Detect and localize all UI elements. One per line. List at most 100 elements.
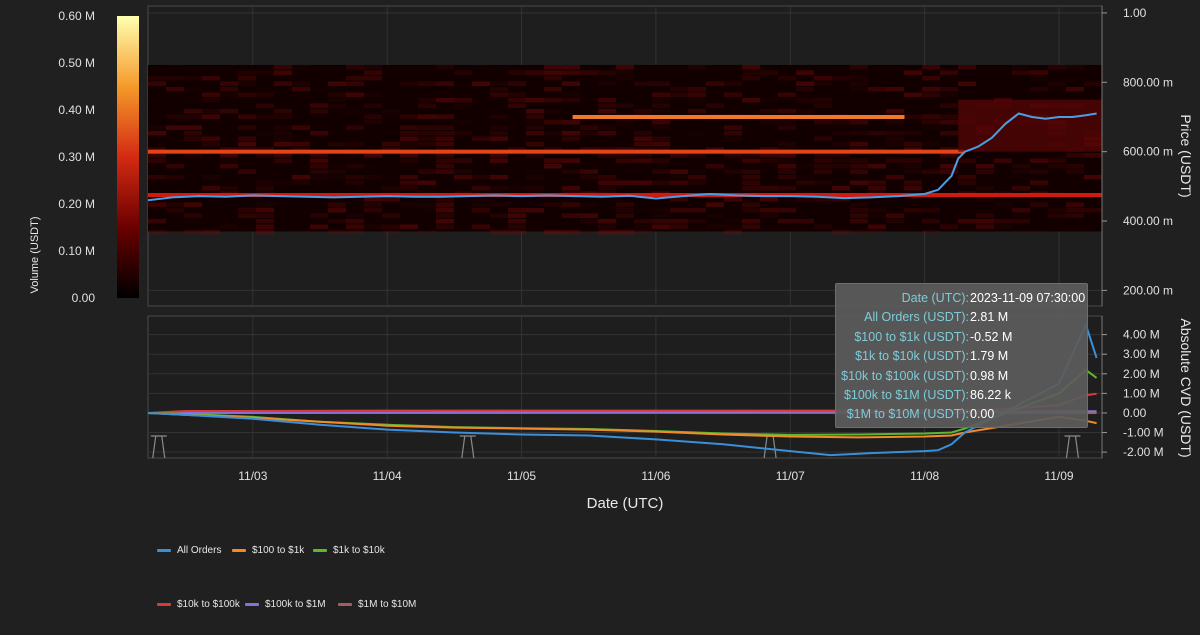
heatmap-cell	[850, 202, 868, 207]
heatmap-cell	[418, 130, 436, 136]
heatmap-cell	[364, 70, 382, 75]
heatmap-cell	[328, 207, 346, 213]
heatmap-cell	[202, 136, 220, 141]
heatmap-cell	[220, 108, 238, 114]
heatmap-cell	[544, 158, 562, 163]
heatmap-cell	[436, 81, 454, 86]
heatmap-cell	[310, 152, 328, 158]
heatmap-cell	[904, 141, 922, 147]
tooltip-label: $10k to $100k (USDT):	[841, 368, 969, 383]
heatmap-cell	[400, 158, 418, 163]
heatmap-cell	[274, 130, 292, 136]
heatmap-cell	[1012, 64, 1030, 70]
heatmap-cell	[1030, 180, 1048, 185]
heatmap-cell	[616, 70, 634, 75]
heatmap-cell	[616, 180, 634, 185]
heatmap-cell	[1048, 158, 1066, 163]
heatmap-cell	[670, 169, 688, 174]
heatmap-cell	[184, 75, 202, 81]
heatmap-cell	[850, 141, 868, 147]
heatmap-cell	[382, 219, 400, 224]
volume-band	[572, 114, 905, 119]
legend-item[interactable]: $100k to $1M	[245, 599, 326, 610]
heatmap-cell	[220, 158, 238, 163]
date-tick-label: 11/04	[373, 469, 402, 483]
heatmap-cell	[292, 141, 310, 147]
legend-item[interactable]: $10k to $100k	[157, 599, 240, 610]
heatmap-cell	[724, 81, 742, 86]
heatmap-cell	[346, 152, 364, 158]
heatmap-cell	[796, 218, 814, 224]
heatmap-cell	[598, 97, 616, 103]
heatmap-cell	[328, 92, 346, 97]
date-tick-label: 11/07	[776, 469, 805, 483]
heatmap-cell	[598, 180, 616, 185]
heatmap-cell	[850, 163, 868, 169]
heatmap-background	[148, 64, 1102, 232]
heatmap-cell	[184, 229, 202, 235]
heatmap-cell	[382, 114, 400, 119]
heatmap-cell	[1066, 169, 1084, 174]
heatmap-cell	[742, 158, 760, 163]
heatmap-cell	[598, 185, 616, 191]
heatmap-cell	[184, 130, 202, 136]
heatmap-cell	[652, 92, 670, 97]
heatmap-cell	[400, 202, 418, 207]
heatmap-cell	[220, 185, 238, 191]
heatmap-cell	[652, 169, 670, 174]
date-tick-label: 11/06	[641, 469, 670, 483]
date-tick-label: 11/03	[238, 469, 267, 483]
heatmap-cell	[886, 86, 904, 92]
heatmap-cell	[814, 163, 832, 169]
heatmap-cell	[310, 108, 328, 114]
heatmap-cell	[382, 185, 400, 191]
heatmap-cell	[526, 185, 544, 191]
heatmap-cell	[400, 185, 418, 191]
heatmap-cell	[580, 202, 598, 207]
heatmap-cell	[418, 180, 436, 185]
heatmap-cell	[598, 70, 616, 75]
heatmap-cell	[544, 97, 562, 103]
heatmap-cell	[868, 180, 886, 185]
heatmap-cell	[742, 224, 760, 229]
heatmap-cell	[976, 230, 994, 235]
price-panel[interactable]: 1.00 800.00 m 600.00 m 400.00 m 200.00 m Pric…	[147, 5, 1194, 307]
heatmap-cell	[616, 103, 634, 108]
heatmap-cell	[850, 130, 868, 136]
heatmap-cell	[886, 119, 904, 125]
heatmap-cell	[814, 75, 832, 81]
heatmap-cell	[688, 86, 706, 92]
heatmap-cell	[976, 196, 994, 202]
heatmap-cell	[220, 152, 238, 158]
heatmap-cell	[274, 114, 292, 119]
heatmap-cell	[364, 219, 382, 224]
legend-item[interactable]: $1M to $10M	[338, 599, 416, 610]
heatmap-cell	[562, 92, 580, 97]
colorbar-tick-label: 0.50 M	[58, 56, 95, 70]
heatmap-cell	[958, 64, 976, 70]
heatmap-cell	[364, 103, 382, 108]
heatmap-cell	[274, 70, 292, 75]
heatmap-cell	[256, 218, 274, 224]
heatmap-cell	[940, 114, 958, 119]
heatmap-cell	[238, 92, 256, 97]
heatmap-cell	[418, 92, 436, 97]
heatmap-cell	[328, 202, 346, 207]
heatmap-cell	[256, 131, 274, 136]
heatmap-cell	[580, 98, 598, 103]
heatmap-cell	[490, 86, 508, 92]
legend-item[interactable]: $1k to $10k	[313, 545, 385, 556]
heatmap-cell	[994, 224, 1012, 229]
heatmap-cell	[1066, 202, 1084, 207]
heatmap-cell	[238, 136, 256, 141]
heatmap-cell	[202, 92, 220, 97]
legend-item[interactable]: $100 to $1k	[232, 545, 304, 556]
heatmap-cell	[958, 218, 976, 224]
heatmap-cell	[562, 70, 580, 75]
price-tick-label: 800.00 m	[1123, 75, 1173, 89]
legend-swatch	[232, 549, 246, 552]
legend-item[interactable]: All Orders	[157, 545, 221, 556]
heatmap-cell	[1030, 75, 1048, 81]
heatmap-cell	[328, 218, 346, 224]
heatmap-cell	[706, 81, 724, 86]
